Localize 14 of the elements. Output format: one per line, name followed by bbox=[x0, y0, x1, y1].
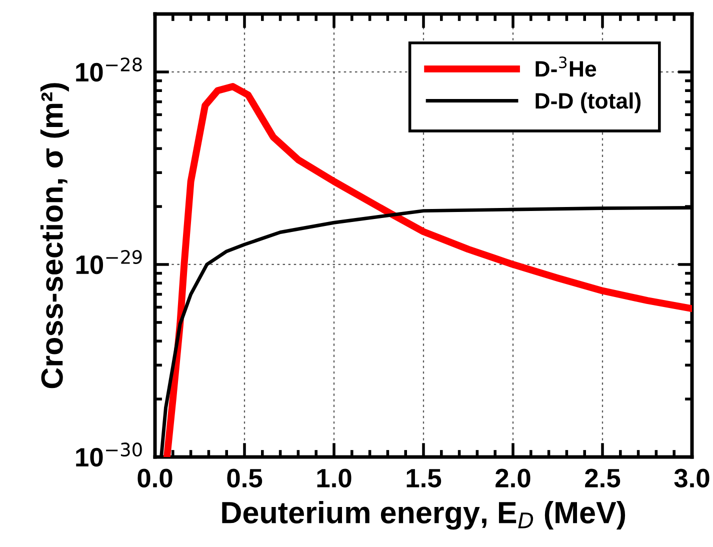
x-tick-label: 0.0 bbox=[138, 468, 172, 488]
y-tick-label: 10$^{−28}$ bbox=[76, 58, 142, 82]
x-tick-label: 0.5 bbox=[227, 468, 262, 488]
x-tick-label: 2.0 bbox=[496, 468, 530, 488]
y-tick-label: 10$^{−29}$ bbox=[76, 250, 142, 274]
x-tick-label: 2.5 bbox=[585, 468, 620, 488]
legend-label: D-D (total) bbox=[536, 92, 641, 114]
x-axis-title: Deuterium energy, E$_{D}$ (MeV) bbox=[222, 501, 626, 530]
x-tick-label: 3.0 bbox=[674, 468, 710, 488]
y-tick-label: 10$^{−30}$ bbox=[76, 442, 142, 467]
legend-label: D-$^{3}$He bbox=[536, 56, 596, 77]
x-tick-label: 1.0 bbox=[317, 468, 352, 488]
x-tick-label: 1.5 bbox=[406, 469, 442, 488]
y-axis-title: Cross-section, σ (m²) bbox=[40, 83, 69, 388]
